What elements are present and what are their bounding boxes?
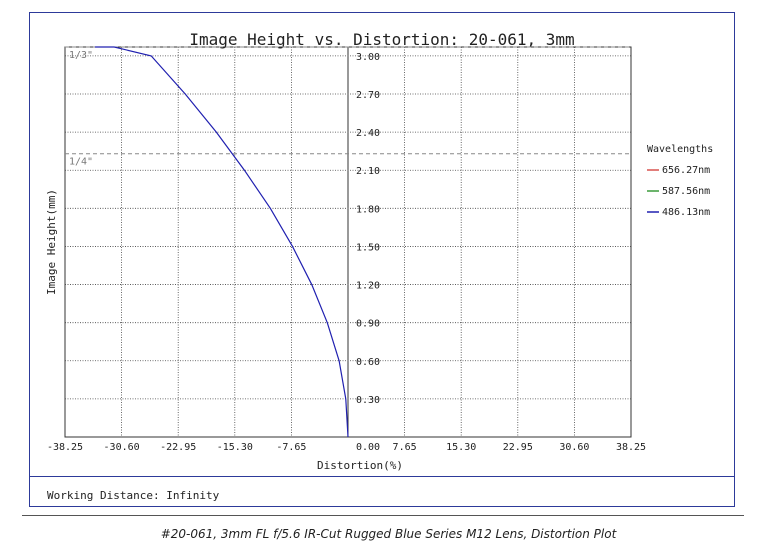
- sensor-reference-label: 1/3": [69, 50, 93, 61]
- x-tick-label: -15.30: [217, 442, 253, 453]
- x-tick-label: 22.95: [503, 442, 533, 453]
- legend-entry: 587.56nm: [662, 186, 710, 197]
- x-axis-label: Distortion(%): [317, 459, 403, 472]
- figure-caption: #20-061, 3mm FL f/5.6 IR-Cut Rugged Blue…: [160, 527, 617, 541]
- legend-title: Wavelengths: [647, 144, 713, 155]
- legend-entry: 656.27nm: [662, 165, 710, 176]
- y-tick-label: 0.90: [356, 319, 380, 330]
- footer-bar: Working Distance: Infinity: [29, 476, 735, 507]
- x-tick-label: 0.00: [356, 442, 380, 453]
- working-distance-label: Working Distance: Infinity: [47, 489, 220, 502]
- sensor-reference-label: 1/4": [69, 157, 93, 168]
- chart-frame: Image Height vs. Distortion: 20-061, 3mm: [29, 12, 735, 507]
- y-tick-label: 1.50: [356, 242, 380, 253]
- x-tick-label: 30.60: [559, 442, 589, 453]
- y-tick-label: 0.60: [356, 357, 380, 368]
- chart-title: Image Height vs. Distortion: 20-061, 3mm: [189, 30, 575, 49]
- y-tick-label: 3.00: [356, 52, 380, 63]
- y-tick-label: 0.30: [356, 395, 380, 406]
- x-tick-label: 38.25: [616, 442, 646, 453]
- series-line-486.13nm: [94, 46, 349, 438]
- x-tick-label: 15.30: [446, 442, 476, 453]
- y-tick-label: 2.40: [356, 128, 380, 139]
- caption-rule: [22, 515, 744, 516]
- y-tick-label: 2.70: [356, 90, 380, 101]
- x-tick-label: -30.60: [104, 442, 140, 453]
- x-tick-label: -22.95: [160, 442, 196, 453]
- legend-entry: 486.13nm: [662, 207, 710, 218]
- y-tick-label: 1.80: [356, 204, 380, 215]
- x-tick-label: 7.65: [393, 442, 417, 453]
- x-tick-label: -38.25: [47, 442, 83, 453]
- y-tick-label: 1.20: [356, 281, 380, 292]
- y-tick-label: 2.10: [356, 166, 380, 177]
- x-tick-label: -7.65: [276, 442, 306, 453]
- y-axis-label: Image Height(mm): [45, 189, 58, 295]
